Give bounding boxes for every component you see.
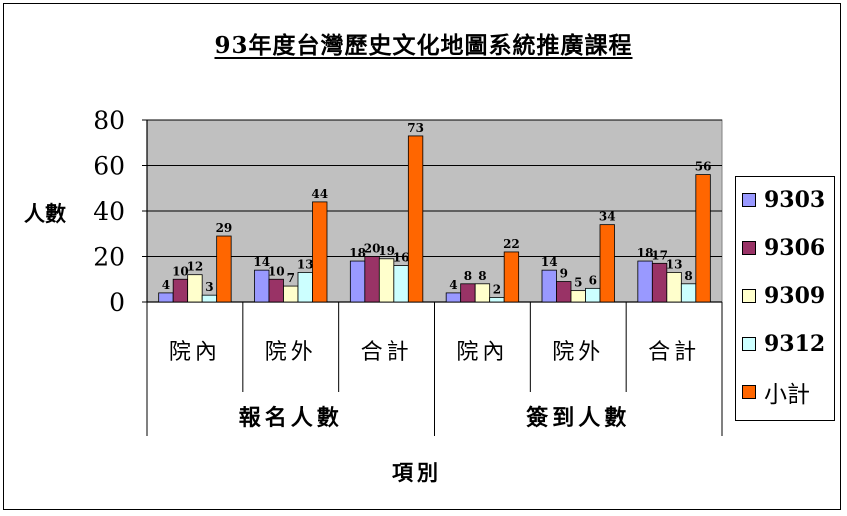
y-tick-label: 80 bbox=[93, 106, 125, 135]
data-label: 18 bbox=[637, 246, 654, 260]
group-label: 報名人數 bbox=[239, 405, 343, 431]
y-tick-label: 0 bbox=[109, 288, 125, 317]
data-label: 6 bbox=[589, 273, 597, 287]
legend-label: 小計 bbox=[764, 382, 810, 408]
legend-item: 9306 bbox=[742, 235, 825, 261]
legend-item: 9303 bbox=[742, 187, 825, 213]
data-label: 8 bbox=[684, 269, 692, 283]
category-label: 院內 bbox=[169, 340, 221, 365]
legend-swatch bbox=[742, 241, 756, 255]
bar bbox=[312, 201, 328, 303]
bar bbox=[158, 292, 174, 303]
bar bbox=[349, 260, 366, 303]
legend-item: 9309 bbox=[742, 283, 825, 309]
data-label: 17 bbox=[651, 248, 668, 262]
category-label: 合計 bbox=[361, 340, 413, 365]
data-label: 29 bbox=[216, 221, 233, 235]
data-label: 14 bbox=[253, 255, 270, 269]
group-label: 簽到人數 bbox=[526, 405, 630, 431]
bar bbox=[445, 292, 462, 303]
bar bbox=[268, 278, 284, 303]
bar bbox=[570, 290, 586, 303]
category-label: 合計 bbox=[648, 340, 700, 365]
legend-label: 9303 bbox=[764, 187, 826, 213]
data-label: 22 bbox=[503, 237, 520, 251]
legend-swatch bbox=[742, 289, 756, 303]
legend-swatch bbox=[742, 385, 756, 399]
legend-swatch bbox=[742, 193, 756, 207]
data-label: 8 bbox=[478, 269, 486, 283]
bar bbox=[503, 251, 520, 303]
data-label: 20 bbox=[364, 242, 381, 256]
data-label: 2 bbox=[493, 282, 501, 296]
legend-label: 9306 bbox=[764, 235, 826, 261]
bar bbox=[637, 260, 653, 303]
category-label: 院內 bbox=[456, 340, 508, 365]
bar bbox=[254, 269, 270, 303]
data-label: 73 bbox=[407, 121, 424, 135]
y-tick-label: 20 bbox=[93, 243, 125, 272]
legend-label: 9309 bbox=[764, 283, 826, 309]
data-label: 10 bbox=[172, 264, 189, 278]
bar bbox=[599, 224, 615, 303]
bar bbox=[378, 258, 395, 303]
bar bbox=[651, 262, 668, 303]
y-tick-label: 60 bbox=[93, 152, 125, 181]
bar bbox=[556, 281, 572, 303]
chart-legend: 9303 9306 9309 9312 小計 bbox=[735, 176, 835, 421]
bar bbox=[364, 256, 380, 303]
bar bbox=[201, 294, 218, 303]
data-label: 7 bbox=[287, 271, 295, 285]
bar bbox=[474, 283, 491, 303]
legend-label: 9312 bbox=[764, 331, 826, 357]
bar bbox=[216, 235, 232, 303]
bar bbox=[187, 274, 203, 303]
legend-item: 9312 bbox=[742, 331, 825, 357]
chart-title: 93年度台灣歷史文化地圖系統推廣課程 bbox=[214, 32, 633, 59]
data-label: 4 bbox=[449, 278, 457, 292]
data-label: 13 bbox=[297, 257, 314, 271]
bar bbox=[283, 285, 299, 303]
bar bbox=[585, 287, 601, 303]
data-label: 19 bbox=[378, 244, 395, 258]
data-label: 44 bbox=[311, 187, 328, 201]
data-label: 18 bbox=[349, 246, 366, 260]
bar bbox=[489, 297, 505, 303]
data-label: 14 bbox=[541, 255, 558, 269]
bar bbox=[680, 283, 697, 303]
x-axis-label: 項別 bbox=[392, 460, 442, 485]
data-label: 3 bbox=[205, 280, 213, 294]
bar bbox=[297, 272, 313, 303]
data-label: 34 bbox=[599, 210, 616, 224]
bar bbox=[460, 283, 476, 303]
data-label: 16 bbox=[393, 251, 410, 265]
data-label: 5 bbox=[574, 276, 582, 290]
y-axis-label: 人數 bbox=[24, 201, 66, 226]
legend-swatch bbox=[742, 337, 756, 351]
data-label: 13 bbox=[666, 257, 683, 271]
bar bbox=[407, 135, 424, 303]
bar bbox=[695, 174, 711, 303]
data-label: 56 bbox=[695, 160, 712, 174]
y-tick-label: 40 bbox=[93, 197, 125, 226]
data-label: 4 bbox=[162, 278, 170, 292]
data-label: 10 bbox=[268, 264, 285, 278]
bar bbox=[172, 278, 189, 303]
bar bbox=[666, 272, 682, 303]
data-label: 8 bbox=[464, 269, 472, 283]
data-label: 9 bbox=[560, 267, 568, 281]
category-label: 院外 bbox=[265, 340, 317, 365]
category-label: 院外 bbox=[552, 340, 604, 365]
data-label: 12 bbox=[187, 260, 204, 274]
bar bbox=[393, 265, 409, 303]
bar bbox=[541, 269, 557, 303]
legend-item: 小計 bbox=[742, 379, 810, 408]
